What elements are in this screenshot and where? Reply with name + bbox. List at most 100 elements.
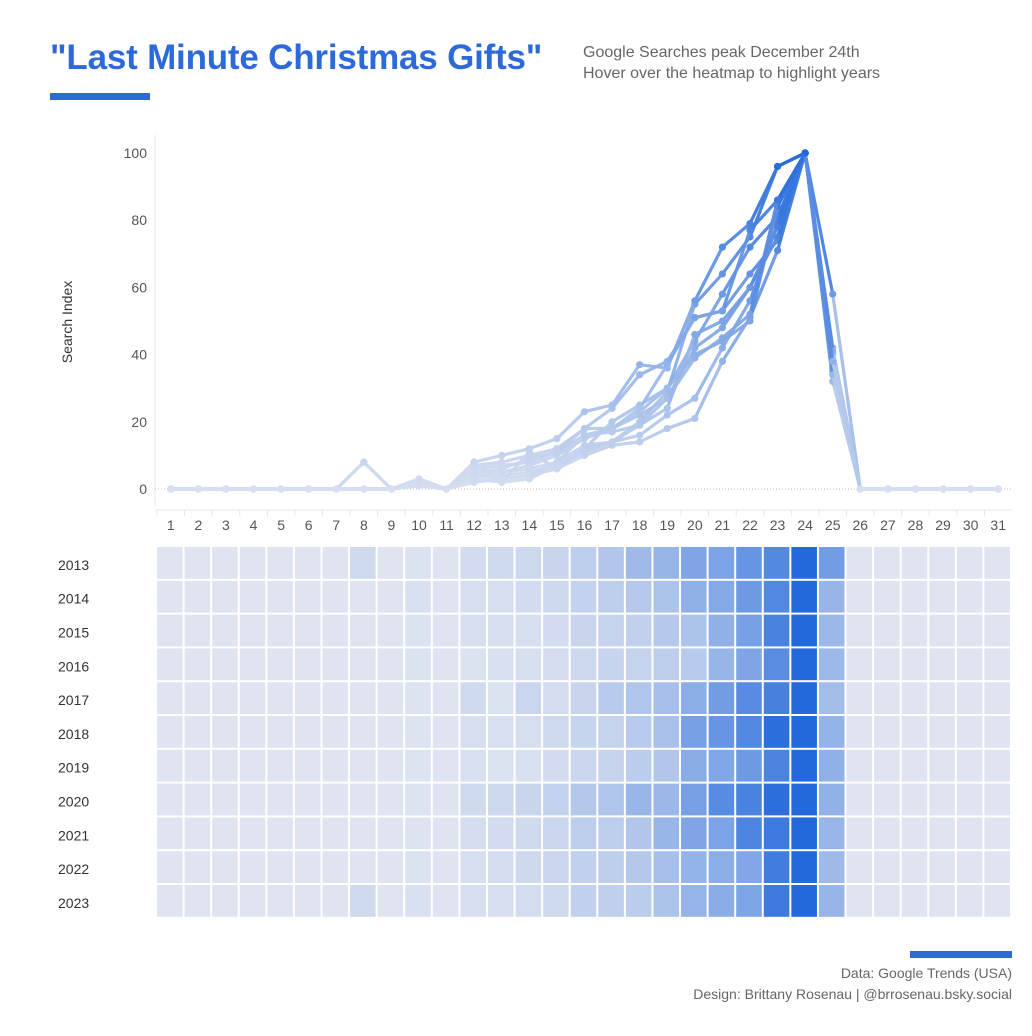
data-point[interactable] [167,485,175,493]
heatmap-cell[interactable] [818,580,845,613]
data-point[interactable] [608,438,616,446]
heatmap-cell[interactable] [681,851,707,883]
heatmap-cell[interactable] [570,580,597,613]
heatmap-cell[interactable] [846,716,873,748]
heatmap-cell[interactable] [294,749,321,782]
heatmap-cell[interactable] [736,783,762,816]
heatmap-cell[interactable] [763,749,790,782]
heatmap-cell[interactable] [294,716,321,748]
heatmap-cell[interactable] [322,817,349,850]
heatmap-cell[interactable] [239,682,266,714]
heatmap-cell[interactable] [350,817,376,850]
heatmap-cell[interactable] [377,580,404,613]
heatmap-cell[interactable] [736,580,762,613]
heatmap-cell[interactable] [460,749,486,782]
heatmap-cell[interactable] [377,614,404,647]
heatmap-cell[interactable] [322,783,349,816]
heatmap-cell[interactable] [570,749,597,782]
heatmap-cell[interactable] [929,749,955,782]
heatmap-cell[interactable] [487,682,514,714]
heatmap-cell[interactable] [460,547,486,579]
data-point[interactable] [608,428,616,436]
data-point[interactable] [773,223,782,231]
heatmap-cell[interactable] [405,547,431,579]
heatmap-cell[interactable] [598,817,624,850]
heatmap-cell[interactable] [956,648,983,681]
heatmap-cell[interactable] [818,783,845,816]
data-point[interactable] [746,270,754,278]
heatmap-cell[interactable] [984,749,1010,782]
heatmap-cell[interactable] [763,648,790,681]
data-point[interactable] [663,411,671,419]
heatmap-cell[interactable] [956,885,983,917]
heatmap-cell[interactable] [239,851,266,883]
heatmap-cell[interactable] [184,614,211,647]
series-2014[interactable] [167,149,1002,493]
heatmap-cell[interactable] [818,851,845,883]
heatmap-cell[interactable] [543,851,569,883]
heatmap-cell[interactable] [598,749,624,782]
data-point[interactable] [470,458,478,466]
heatmap-cell[interactable] [708,547,735,579]
heatmap-cell[interactable] [212,614,238,647]
heatmap-cell[interactable] [460,885,486,917]
heatmap-cell[interactable] [901,716,928,748]
heatmap-cell[interactable] [267,851,293,883]
heatmap-cell[interactable] [984,614,1010,647]
heatmap-cell[interactable] [322,716,349,748]
data-point[interactable] [746,226,754,234]
heatmap-cell[interactable] [350,648,376,681]
heatmap-cell[interactable] [350,682,376,714]
heatmap-cell[interactable] [598,682,624,714]
heatmap-cell[interactable] [157,716,183,748]
heatmap-cell[interactable] [846,580,873,613]
heatmap-cell[interactable] [625,614,652,647]
heatmap-cell[interactable] [184,885,211,917]
data-point[interactable] [773,196,782,204]
heatmap-cell[interactable] [570,614,597,647]
heatmap-cell[interactable] [184,749,211,782]
data-point[interactable] [470,468,478,476]
data-point[interactable] [994,485,1002,493]
data-point[interactable] [305,485,313,493]
heatmap-cell[interactable] [184,682,211,714]
heatmap-cell[interactable] [625,749,652,782]
heatmap-cell[interactable] [377,547,404,579]
heatmap-cell[interactable] [846,682,873,714]
heatmap-cell[interactable] [956,817,983,850]
data-point[interactable] [249,485,258,493]
heatmap-cell[interactable] [543,648,569,681]
heatmap-cell[interactable] [681,783,707,816]
heatmap-cell[interactable] [460,580,486,613]
heatmap-cell[interactable] [157,547,183,579]
heatmap-cell[interactable] [405,682,431,714]
data-point[interactable] [194,485,202,493]
heatmap-cell[interactable] [377,783,404,816]
heatmap-cell[interactable] [543,783,569,816]
heatmap-cell[interactable] [625,817,652,850]
data-point[interactable] [663,404,671,412]
heatmap-cell[interactable] [818,614,845,647]
data-point[interactable] [498,468,506,476]
heatmap-cell[interactable] [294,648,321,681]
heatmap-cell[interactable] [681,749,707,782]
heatmap-cell[interactable] [874,783,900,816]
data-point[interactable] [636,438,644,446]
heatmap-cell[interactable] [487,885,514,917]
heatmap-cell[interactable] [763,783,790,816]
heatmap-cell[interactable] [377,817,404,850]
heatmap-row-label[interactable]: 2014 [58,591,89,607]
heatmap-cell[interactable] [681,614,707,647]
heatmap-cell[interactable] [984,817,1010,850]
data-point[interactable] [691,354,699,362]
heatmap-cell[interactable] [515,885,542,917]
data-point[interactable] [525,465,533,473]
heatmap-cell[interactable] [460,783,486,816]
heatmap-cell[interactable] [460,817,486,850]
data-point[interactable] [691,330,699,339]
data-point[interactable] [636,431,644,439]
heatmap-cell[interactable] [405,783,431,816]
heatmap[interactable]: 2013 2014 2015 2016 2017 2018 2019 2020 2021 2022… [58,547,1010,917]
heatmap-cell[interactable] [681,817,707,850]
heatmap-cell[interactable] [653,648,680,681]
